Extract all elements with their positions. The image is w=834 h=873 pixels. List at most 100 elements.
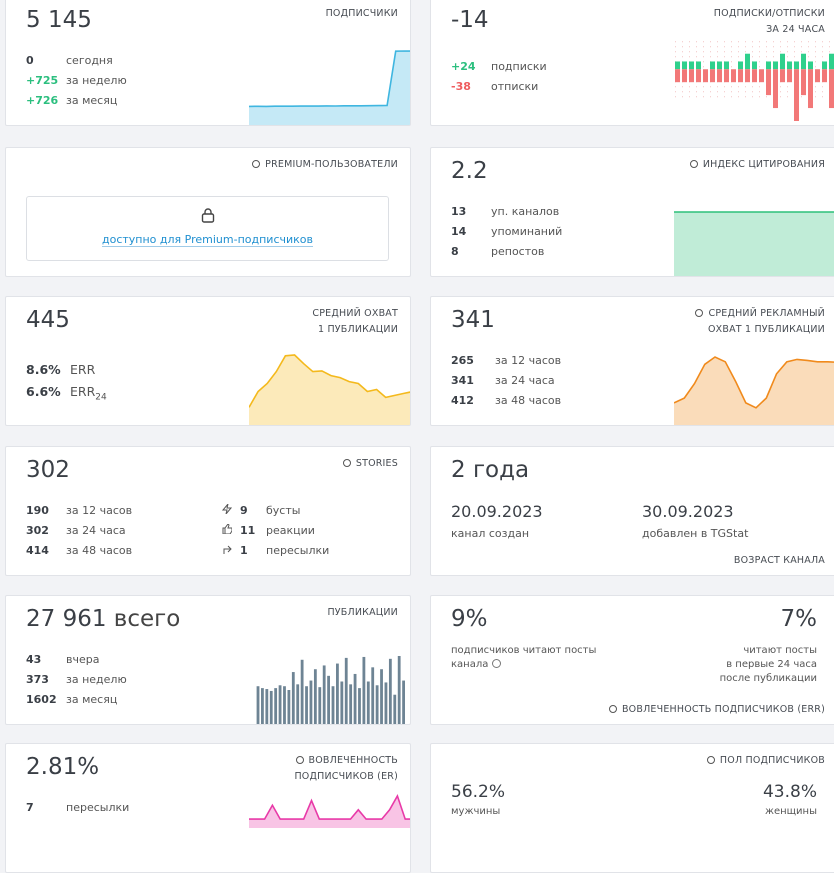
down-bar	[682, 69, 687, 83]
up-bar	[787, 61, 792, 70]
value: 2.81%	[26, 754, 100, 780]
down-bar	[752, 69, 757, 83]
title-line: ПОДПИСЧИКОВ (ER)	[294, 771, 398, 782]
bar	[318, 687, 322, 724]
grid-dot	[794, 41, 795, 43]
grid-dot	[822, 86, 823, 88]
stats: 265 за 12 часов 341 за 24 часа 412 за 48 часо…	[451, 351, 561, 411]
card: 27 961 всего ПУБЛИКАЦИИ 43 вчера 373 за нед…	[5, 595, 411, 725]
line: после публикации	[719, 673, 817, 684]
grid-dot	[731, 86, 732, 88]
bar-chart	[675, 41, 834, 121]
stat-value: 6.6%	[26, 384, 61, 399]
title: ПУБЛИКАЦИИ	[327, 605, 398, 621]
bar	[366, 681, 370, 724]
value: 341	[451, 307, 495, 333]
grid-dot	[710, 46, 711, 48]
stat-row: 7 пересылки	[26, 798, 129, 818]
card: ПОЛ ПОДПИСЧИКОВ 56.2% мужчины 43.8% женщ…	[430, 743, 834, 873]
grid-dot	[745, 46, 746, 48]
title-line: ЗА 24 ЧАСА	[766, 24, 825, 35]
grid-dot	[780, 96, 781, 98]
grid-dot	[710, 56, 711, 58]
grid-dot	[773, 41, 774, 43]
bar	[305, 686, 308, 724]
grid-dot	[752, 56, 753, 58]
stat-row: 373 за неделю	[26, 670, 127, 690]
grid-dot	[759, 41, 760, 43]
stat-row: +725 за неделю	[26, 71, 127, 91]
title-line: ВОВЛЕЧЕННОСТЬ	[294, 753, 398, 769]
stat-label: пересылки	[266, 544, 330, 557]
grid-dot	[682, 46, 683, 48]
line	[249, 50, 410, 108]
bar	[388, 658, 392, 724]
grid-dot	[773, 56, 774, 58]
card: 341 СРЕДНИЙ РЕКЛАМНЫЙ ОХВАТ 1 ПУБЛИКАЦИИ …	[430, 296, 834, 426]
grid-dot	[759, 91, 760, 93]
card: 2.2 ИНДЕКС ЦИТИРОВАНИЯ 13 уп. каналов 14 уп…	[430, 147, 834, 277]
value: 56.2%	[451, 782, 506, 802]
grid-dot	[703, 51, 704, 53]
stat-label: за 24 часа	[495, 374, 555, 387]
grid-dot	[696, 96, 697, 98]
grid-dot	[689, 46, 690, 48]
down-bar	[787, 69, 792, 83]
stat-value: 8	[451, 245, 459, 258]
grid-dot	[801, 51, 802, 53]
bar	[375, 685, 379, 724]
lock-icon	[201, 208, 214, 223]
bar	[278, 685, 282, 724]
title-line: ПОДПИСКИ/ОТПИСКИ	[713, 8, 825, 19]
date-label: добавлен в TGStat	[642, 527, 749, 540]
grid-dot	[815, 91, 816, 93]
grid-dot	[766, 51, 767, 53]
grid-dot	[738, 46, 739, 48]
stat-value: 14	[451, 225, 467, 238]
line: подписчиков читают посты	[451, 645, 597, 656]
grid-dot	[696, 56, 697, 58]
stat-value: 8.6%	[26, 362, 61, 377]
grid-dot	[759, 86, 760, 88]
down-bar	[773, 69, 778, 109]
icon	[223, 545, 232, 554]
title-line: ИНДЕКС ЦИТИРОВАНИЯ	[689, 157, 825, 173]
stats: 13 уп. каналов 14 упоминаний 8 репостов	[451, 202, 562, 262]
down-bar	[794, 69, 799, 121]
grid-dot	[717, 91, 718, 93]
sparkline	[249, 794, 410, 828]
info-icon	[608, 705, 617, 713]
card: -14 ПОДПИСКИ/ОТПИСКИ ЗА 24 ЧАСА +24 подпис…	[430, 0, 834, 126]
grid-dot	[717, 46, 718, 48]
stat-row: 6.6% ERR24	[26, 381, 107, 409]
page: {"cards":{ "subscribers":{"value":"5 145…	[5, 0, 834, 873]
grid-dot	[787, 86, 788, 88]
date: 20.09.2023	[451, 502, 543, 521]
title-line: ВОВЛЕЧЕННОСТЬ ПОДПИСЧИКОВ (ERR)	[608, 702, 825, 718]
grid-dot	[710, 91, 711, 93]
grid-dot	[738, 56, 739, 58]
title: СРЕДНИЙ РЕКЛАМНЫЙ ОХВАТ 1 ПУБЛИКАЦИИ	[695, 306, 825, 338]
stat-label: за 12 часов	[66, 504, 133, 517]
stat-label: ERR	[70, 362, 96, 377]
stat-row: 0 сегодня	[26, 51, 127, 71]
premium-link[interactable]: доступно для Premium-подписчиков	[102, 233, 313, 247]
up-bar	[745, 53, 750, 70]
title-line: СРЕДНИЙ ОХВАТ	[312, 308, 398, 319]
grid-dot	[724, 41, 725, 43]
grid-dot	[703, 46, 704, 48]
title-line: ПОДПИСЧИКИ	[325, 8, 398, 19]
bar	[274, 688, 278, 724]
grid-dot	[787, 46, 788, 48]
help-icon[interactable]	[491, 659, 501, 668]
value: 27 961	[26, 606, 107, 632]
value: 9%	[451, 606, 488, 632]
icon	[222, 523, 233, 535]
date: 30.09.2023	[642, 502, 734, 521]
up-bar	[773, 61, 778, 70]
up-bar	[696, 61, 701, 70]
stat-value: 1	[240, 544, 248, 557]
down-bar	[675, 69, 680, 83]
up-bar	[738, 61, 743, 70]
stat-label: пересылки	[66, 801, 130, 814]
